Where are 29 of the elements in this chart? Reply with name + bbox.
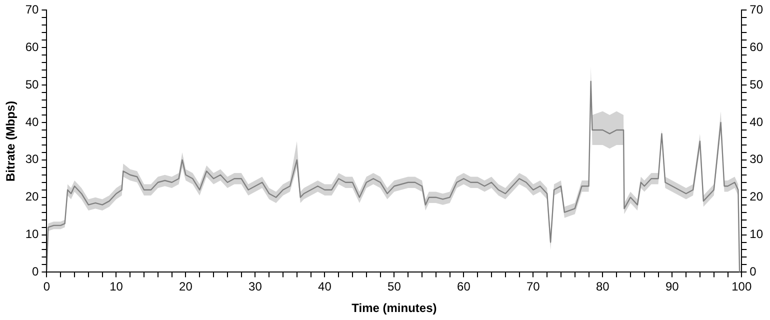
y2-tick-label: 60: [750, 40, 764, 54]
x-tick-label: 60: [457, 280, 471, 294]
x-tick-label: 80: [596, 280, 610, 294]
y2-tick-label: 0: [750, 264, 757, 279]
y2-tick-label: 50: [750, 77, 764, 92]
y2-tick-label: 70: [750, 2, 764, 17]
x-tick-label: 50: [388, 280, 402, 294]
y-tick-label: 20: [25, 190, 40, 204]
y-tick-label: 40: [25, 114, 40, 129]
y-tick-label: 10: [25, 227, 40, 242]
y-tick-label: 60: [25, 40, 40, 54]
x-tick-label: 30: [248, 280, 262, 294]
y2-tick-label: 40: [750, 114, 764, 129]
x-tick-label: 20: [179, 280, 193, 294]
y2-tick-label: 10: [750, 227, 764, 242]
y-tick-label: 0: [32, 264, 40, 279]
y-tick-label: 70: [25, 2, 40, 17]
x-tick-label: 70: [526, 280, 540, 294]
x-tick-label: 0: [43, 280, 50, 294]
x-axis-title: Time (minutes): [352, 301, 437, 316]
x-tick-label: 10: [110, 280, 124, 294]
x-tick-label: 90: [665, 280, 680, 294]
y2-tick-label: 30: [750, 152, 764, 166]
y2-tick-label: 20: [750, 190, 764, 204]
y-tick-label: 30: [25, 152, 40, 166]
y-axis-title: Bitrate (Mbps): [4, 100, 18, 182]
x-tick-label: 40: [318, 280, 332, 294]
x-tick-label: 100: [732, 280, 752, 294]
y-tick-label: 50: [25, 77, 40, 92]
